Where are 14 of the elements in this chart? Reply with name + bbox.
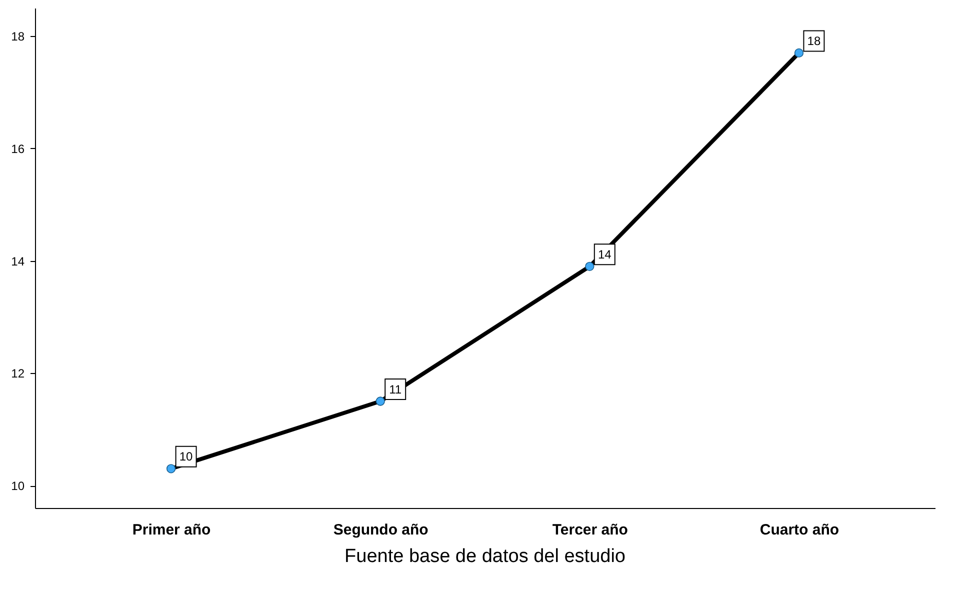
x-tick-label: Cuarto año	[760, 522, 840, 538]
data-label: 11	[389, 382, 402, 396]
source-note: Fuente base de datos del estudio	[344, 546, 626, 567]
data-label: 14	[598, 247, 612, 262]
x-tick-label: Segundo año	[333, 522, 428, 538]
y-tick-label: 16	[11, 142, 25, 156]
y-tick-label: 10	[11, 479, 25, 494]
y-tick-label: 18	[11, 30, 25, 44]
x-tick-label: Primer año	[132, 522, 211, 538]
y-tick-label: 14	[11, 254, 25, 268]
y-tick-label: 12	[11, 366, 25, 381]
data-label: 18	[807, 34, 821, 48]
x-tick-label: Tercer año	[552, 522, 628, 538]
data-label: 10	[179, 450, 194, 464]
